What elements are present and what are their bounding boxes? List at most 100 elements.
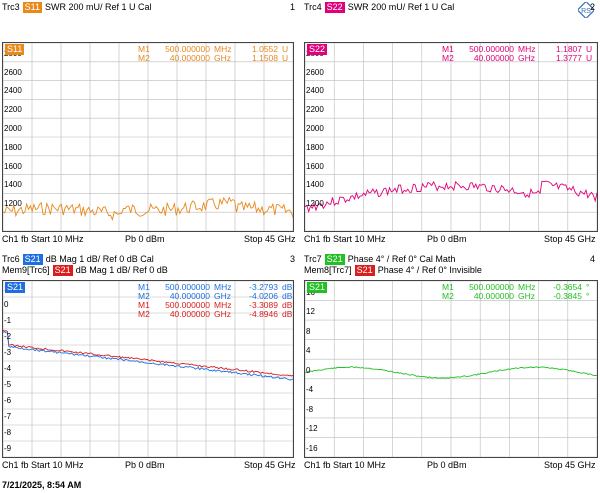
- trace-header[interactable]: Trc4 S22 SWR 200 mU/ Ref 1 U Cal: [304, 2, 454, 13]
- trace-canvas: [3, 281, 293, 457]
- trace-format: SWR 200 mU/ Ref 1 U Cal: [45, 2, 152, 12]
- source-power: Pb 0 dBm: [427, 460, 467, 470]
- y-tick-label: 2200: [4, 105, 22, 115]
- trace-format: dB Mag 1 dB/ Ref 0 dB Cal: [45, 254, 154, 264]
- plot-area[interactable]: [2, 280, 294, 458]
- y-tick-label: 1200: [4, 199, 22, 209]
- marker-readout: M2 40.000000 GHz 1.1508 U: [134, 53, 296, 63]
- trace-name: Trc4: [304, 2, 322, 12]
- marker-value: -3.3089: [249, 300, 278, 310]
- trace-format: SWR 200 mU/ Ref 1 U Cal: [347, 2, 455, 12]
- marker-name: M2: [138, 309, 150, 319]
- y-tick-label: 2400: [306, 86, 324, 96]
- y-tick-label: -7: [4, 412, 12, 421]
- y-tick-label: -8: [4, 428, 12, 437]
- trace-param-badge[interactable]: S21: [22, 254, 43, 265]
- marker-name: M2: [138, 291, 150, 301]
- trace-format: dB Mag 1 dB/ Ref 0 dB: [75, 265, 168, 275]
- trace-name: Trc6: [2, 254, 20, 264]
- marker-value: -0.3845: [553, 291, 582, 301]
- trace-param-badge[interactable]: S21: [324, 254, 345, 265]
- marker-readout: M1 500.000000 MHz -0.3654 °: [438, 282, 600, 292]
- start-frequency: Ch1 fb Start 10 MHz: [304, 460, 386, 470]
- marker-readout: M2 40.000000 GHz -4.0206 dB: [134, 291, 296, 301]
- stop-frequency: Stop 45 GHz: [244, 234, 296, 244]
- trace-header[interactable]: Trc3 S11 SWR 200 mU/ Ref 1 U Cal: [2, 2, 152, 13]
- plot-area[interactable]: [304, 42, 598, 232]
- stop-frequency: Stop 45 GHz: [544, 460, 596, 470]
- marker-name: M1: [138, 44, 150, 54]
- marker-readout: M2 40.000000 GHz -4.8946 dB: [134, 309, 296, 319]
- active-trace-badge[interactable]: S11: [5, 44, 25, 55]
- marker-name: M1: [442, 44, 454, 54]
- trace-format: Phase 4° / Ref 0° Invisible: [377, 265, 482, 275]
- marker-value-unit: °: [586, 282, 590, 292]
- diagram-number: 3: [290, 254, 296, 264]
- start-frequency: Ch1 fb Start 10 MHz: [2, 460, 84, 470]
- marker-name: M1: [138, 282, 150, 292]
- marker-frequency: 40.000000: [169, 53, 210, 63]
- plot-area[interactable]: [2, 42, 294, 232]
- y-tick-label: -9: [4, 444, 12, 453]
- trace-canvas: [305, 43, 597, 231]
- marker-value: -0.3654: [553, 282, 582, 292]
- marker-frequency-unit: GHz: [214, 309, 231, 319]
- source-power: Pb 0 dBm: [125, 234, 165, 244]
- trace-header[interactable]: Trc6 S21 dB Mag 1 dB/ Ref 0 dB Cal: [2, 254, 154, 265]
- marker-frequency-unit: MHz: [518, 44, 536, 54]
- marker-readout: M1 500.000000 MHz -3.3089 dB: [134, 300, 296, 310]
- marker-readout: M1 500.000000 MHz -3.2793 dB: [134, 282, 296, 292]
- trace-name: Trc3: [2, 2, 20, 12]
- plot-area[interactable]: [304, 280, 598, 458]
- diagram-number: 4: [590, 254, 596, 264]
- trace-param-badge[interactable]: S21: [354, 265, 375, 276]
- marker-name: M2: [442, 291, 454, 301]
- marker-value-unit: dB: [282, 309, 293, 319]
- trace-canvas: [305, 281, 597, 457]
- y-tick-label: -4: [306, 385, 314, 395]
- trace-canvas: [3, 43, 293, 231]
- active-trace-badge[interactable]: S21: [5, 282, 26, 293]
- diagram-number: 1: [290, 2, 296, 12]
- marker-value: 1.1508: [252, 53, 278, 63]
- marker-value-unit: dB: [282, 300, 293, 310]
- marker-name: M2: [442, 53, 454, 63]
- start-frequency: Ch1 fb Start 10 MHz: [2, 234, 84, 244]
- marker-frequency: 500.000000: [165, 300, 210, 310]
- y-tick-label: 1600: [306, 161, 324, 171]
- trace-header[interactable]: Mem9[Trc6] S21 dB Mag 1 dB/ Ref 0 dB: [2, 265, 168, 276]
- trace-name: Mem9[Trc6]: [2, 265, 50, 275]
- active-trace-badge[interactable]: S22: [307, 44, 328, 55]
- trace-header[interactable]: Mem8[Trc7] S21 Phase 4° / Ref 0° Invisible: [304, 265, 482, 276]
- s11-trace: [3, 196, 293, 222]
- stop-frequency: Stop 45 GHz: [544, 234, 596, 244]
- y-tick-label: 1800: [4, 142, 22, 152]
- marker-readout: M1 500.000000 MHz 1.0552 U: [134, 44, 296, 54]
- y-tick-label: -4: [4, 364, 12, 373]
- trace-param-badge[interactable]: S11: [22, 2, 43, 13]
- marker-frequency: 500.000000: [165, 44, 210, 54]
- y-tick-label: 1800: [306, 142, 324, 152]
- marker-frequency: 40.000000: [473, 291, 514, 301]
- y-tick-label: -16: [306, 444, 318, 453]
- trace-param-badge[interactable]: S21: [52, 265, 73, 276]
- marker-frequency-unit: GHz: [518, 53, 535, 63]
- active-trace-badge[interactable]: S21: [307, 282, 328, 293]
- marker-value-unit: dB: [282, 282, 293, 292]
- s21-phase-trace: [305, 366, 597, 379]
- marker-readout: M2 40.000000 GHz -0.3845 °: [438, 291, 600, 301]
- marker-value-unit: U: [586, 53, 593, 63]
- y-tick-label: 8: [306, 326, 311, 336]
- trace-header[interactable]: Trc7 S21 Phase 4° / Ref 0° Cal Math: [304, 254, 455, 265]
- trace-param-badge[interactable]: S22: [324, 2, 345, 13]
- marker-value-unit: U: [282, 44, 289, 54]
- trace-name: Mem8[Trc7]: [304, 265, 352, 275]
- marker-value: -4.8946: [249, 309, 278, 319]
- marker-frequency-unit: MHz: [214, 282, 232, 292]
- marker-name: M1: [138, 300, 150, 310]
- trace-name: Trc7: [304, 254, 322, 264]
- start-frequency: Ch1 fb Start 10 MHz: [304, 234, 386, 244]
- marker-frequency: 500.000000: [165, 282, 210, 292]
- marker-value: 1.3777: [556, 53, 582, 63]
- y-tick-label: 1400: [306, 180, 324, 190]
